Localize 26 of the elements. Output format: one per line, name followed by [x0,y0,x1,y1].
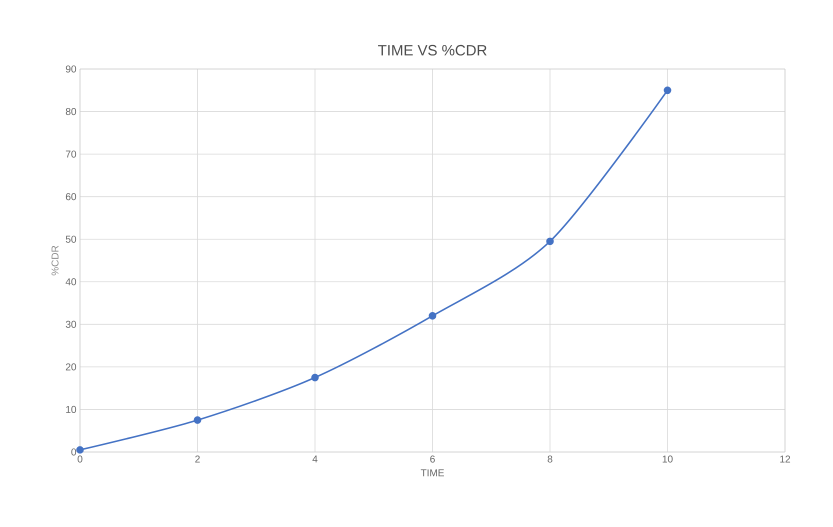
x-tick-label: 12 [780,456,790,462]
y-tick-label: 0 [71,448,76,456]
point [194,416,202,424]
y-tick-label: 50 [66,236,76,243]
y-axis-title: %CDR [52,246,59,276]
x-tick-label: 8 [548,456,552,463]
x-tick-label: 4 [312,456,318,462]
x-tick-label: 10 [662,456,673,463]
y-tick-label: 70 [66,150,76,158]
y-tick-label: 20 [66,363,76,370]
y-tick-label: 40 [66,278,76,286]
x-tick-label: 2 [195,456,200,462]
point [311,374,319,382]
x-tick-label: 6 [430,456,435,463]
y-tick-label: 60 [66,193,76,200]
y-tick-label: 90 [66,65,76,73]
chart-title: TIME VS %CDR [378,44,487,56]
point [664,86,672,94]
point [428,312,436,320]
x-tick-label: 0 [78,456,82,463]
point [546,238,554,246]
y-tick-label: 80 [66,108,76,116]
x-axis-title: TIME [420,469,444,476]
y-tick-label: 30 [66,320,76,328]
point [76,446,84,454]
y-tick-label: 10 [66,406,76,413]
